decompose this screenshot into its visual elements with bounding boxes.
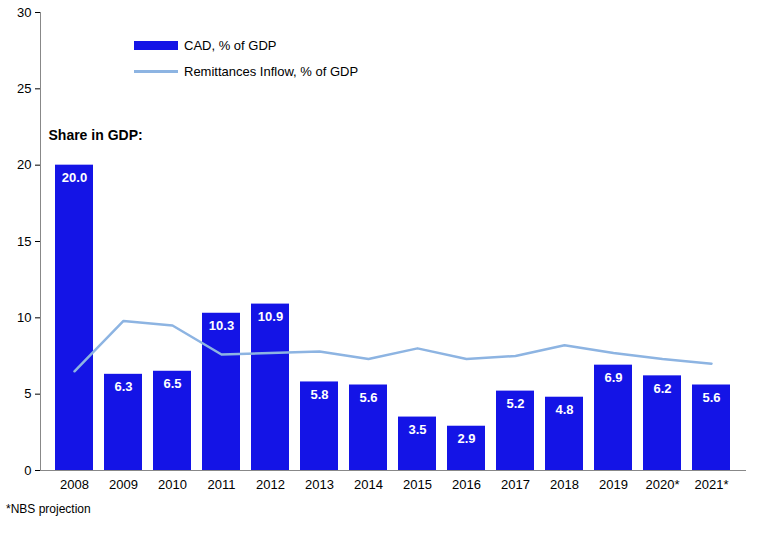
svg-text:6.3: 6.3 bbox=[114, 379, 132, 394]
svg-text:20.0: 20.0 bbox=[62, 170, 87, 185]
svg-text:6.9: 6.9 bbox=[604, 370, 622, 385]
html-text:CAD, % of GDP: CAD, % of GDP bbox=[184, 37, 277, 53]
svg-text:2011: 2011 bbox=[208, 477, 236, 492]
svg-text:2012: 2012 bbox=[256, 477, 285, 492]
svg-text:0: 0 bbox=[24, 463, 31, 478]
svg-text:2008: 2008 bbox=[60, 477, 89, 492]
svg-text:5: 5 bbox=[24, 386, 31, 401]
svg-text:2019: 2019 bbox=[599, 477, 628, 492]
svg-text:6.2: 6.2 bbox=[653, 381, 671, 396]
svg-text:2009: 2009 bbox=[109, 477, 138, 492]
svg-text:6.5: 6.5 bbox=[163, 376, 181, 391]
svg-text:3.5: 3.5 bbox=[408, 422, 426, 437]
svg-text:20: 20 bbox=[17, 157, 31, 172]
svg-text:10.3: 10.3 bbox=[209, 318, 234, 333]
svg-text:5.6: 5.6 bbox=[359, 390, 377, 405]
svg-text:25: 25 bbox=[17, 81, 31, 96]
svg-text:2.9: 2.9 bbox=[457, 431, 475, 446]
svg-text:2015: 2015 bbox=[403, 477, 432, 492]
svg-text:2020*: 2020* bbox=[646, 477, 680, 492]
svg-text:30: 30 bbox=[17, 5, 31, 20]
svg-text:Share in GDP:: Share in GDP: bbox=[49, 127, 143, 143]
svg-text:2010: 2010 bbox=[158, 477, 187, 492]
svg-text:2014: 2014 bbox=[354, 477, 383, 492]
svg-text:10: 10 bbox=[17, 310, 31, 325]
svg-text:4.8: 4.8 bbox=[555, 402, 573, 417]
html-text:Remittances Inflow, % of GDP: Remittances Inflow, % of GDP bbox=[184, 63, 359, 79]
svg-text:2017: 2017 bbox=[501, 477, 530, 492]
svg-text:2021*: 2021* bbox=[695, 477, 729, 492]
html-text:*NBS projection: *NBS projection bbox=[6, 502, 91, 516]
svg-text:2018: 2018 bbox=[550, 477, 579, 492]
svg-text:2013: 2013 bbox=[305, 477, 334, 492]
svg-text:2016: 2016 bbox=[452, 477, 481, 492]
svg-text:5.6: 5.6 bbox=[702, 390, 720, 405]
svg-text:5.2: 5.2 bbox=[506, 396, 524, 411]
svg-text:15: 15 bbox=[17, 234, 31, 249]
svg-text:5.8: 5.8 bbox=[310, 387, 328, 402]
svg-text:10.9: 10.9 bbox=[258, 309, 283, 324]
